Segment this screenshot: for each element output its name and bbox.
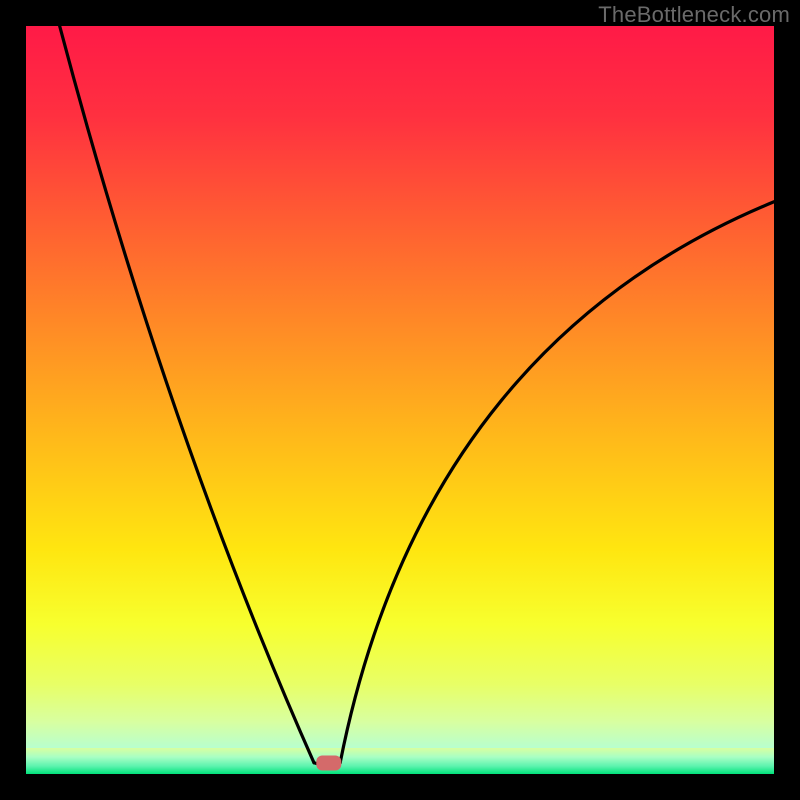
watermark-text: TheBottleneck.com [598,2,790,28]
bottleneck-curve [26,26,774,774]
plot-area [26,26,774,774]
optimum-marker [316,755,341,770]
